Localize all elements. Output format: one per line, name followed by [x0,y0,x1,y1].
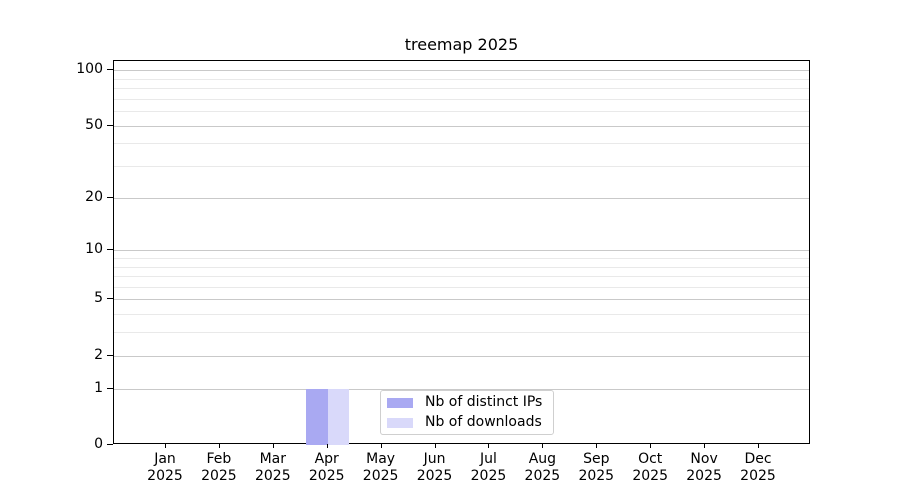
bar-nb-of-distinct-ips [306,388,328,445]
y-tick-mark [107,298,113,300]
x-tick-label: Feb 2025 [201,451,237,484]
y-tick-mark [107,354,113,356]
x-tick-mark [380,444,382,448]
x-tick-mark [704,444,706,448]
gridline-major [114,70,809,72]
x-tick-mark [650,444,652,448]
x-tick-mark [326,444,328,448]
legend-label-distinct-ips: Nb of distinct IPs [425,394,543,410]
chart-title: treemap 2025 [404,35,519,54]
bar-nb-of-downloads [327,388,350,445]
y-tick-mark [107,124,113,126]
y-tick-label: 1 [94,379,103,396]
x-tick-label: Jan 2025 [147,451,183,484]
y-tick-label: 50 [85,116,103,133]
x-tick-label: Dec 2025 [740,451,776,484]
x-tick-mark [434,444,436,448]
gridline-major [114,250,809,252]
y-tick-mark [107,387,113,389]
x-tick-label: May 2025 [362,451,399,484]
x-tick-label: Sep 2025 [578,451,615,484]
x-tick-mark [542,444,544,448]
legend-label-downloads: Nb of downloads [425,414,542,430]
y-tick-mark [107,69,113,71]
gridline-minor [114,314,809,316]
gridline-minor [114,286,809,288]
gridline-major [114,388,809,390]
x-tick-mark [596,444,598,448]
y-tick-mark [107,444,113,445]
x-tick-mark [218,444,220,448]
x-tick-mark [757,444,759,448]
y-tick-label: 20 [85,188,103,205]
y-tick-label: 5 [94,290,103,307]
gridline-minor [114,111,809,113]
x-tick-label: Oct 2025 [632,451,668,484]
legend-swatch-distinct-ips [387,397,413,408]
x-tick-mark [488,444,490,448]
x-tick-label: Aug 2025 [524,451,561,484]
x-tick-mark [272,444,274,448]
gridline-minor [114,88,809,90]
y-tick-label: 2 [94,346,103,363]
gridline-major [114,299,809,301]
gridline-minor [114,166,809,168]
gridline-major [114,355,809,357]
legend: Nb of distinct IPs Nb of downloads [380,390,554,435]
x-tick-label: Apr 2025 [308,451,345,484]
x-tick-label: Jun 2025 [416,451,453,484]
x-tick-label: Jul 2025 [470,451,507,484]
gridline-minor [114,257,809,259]
gridline-minor [114,266,809,268]
gridline-major [114,125,809,127]
y-tick-mark [107,249,113,251]
y-tick-label: 0 [94,436,103,452]
plot-area [113,60,810,445]
gridline-minor [114,332,809,334]
y-tick-mark [107,196,113,198]
gridline-minor [114,98,809,100]
gridline-minor [114,143,809,145]
x-tick-label: Mar 2025 [254,451,291,484]
y-tick-label: 10 [85,241,103,258]
legend-row: Nb of downloads [387,415,553,430]
x-tick-label: Nov 2025 [686,451,722,484]
gridline-minor [114,276,809,278]
legend-row: Nb of distinct IPs [387,395,553,410]
legend-swatch-downloads [387,417,413,428]
gridline-minor [114,78,809,80]
x-tick-mark [165,444,166,448]
y-tick-label: 100 [76,61,103,78]
gridline-major [114,197,809,199]
